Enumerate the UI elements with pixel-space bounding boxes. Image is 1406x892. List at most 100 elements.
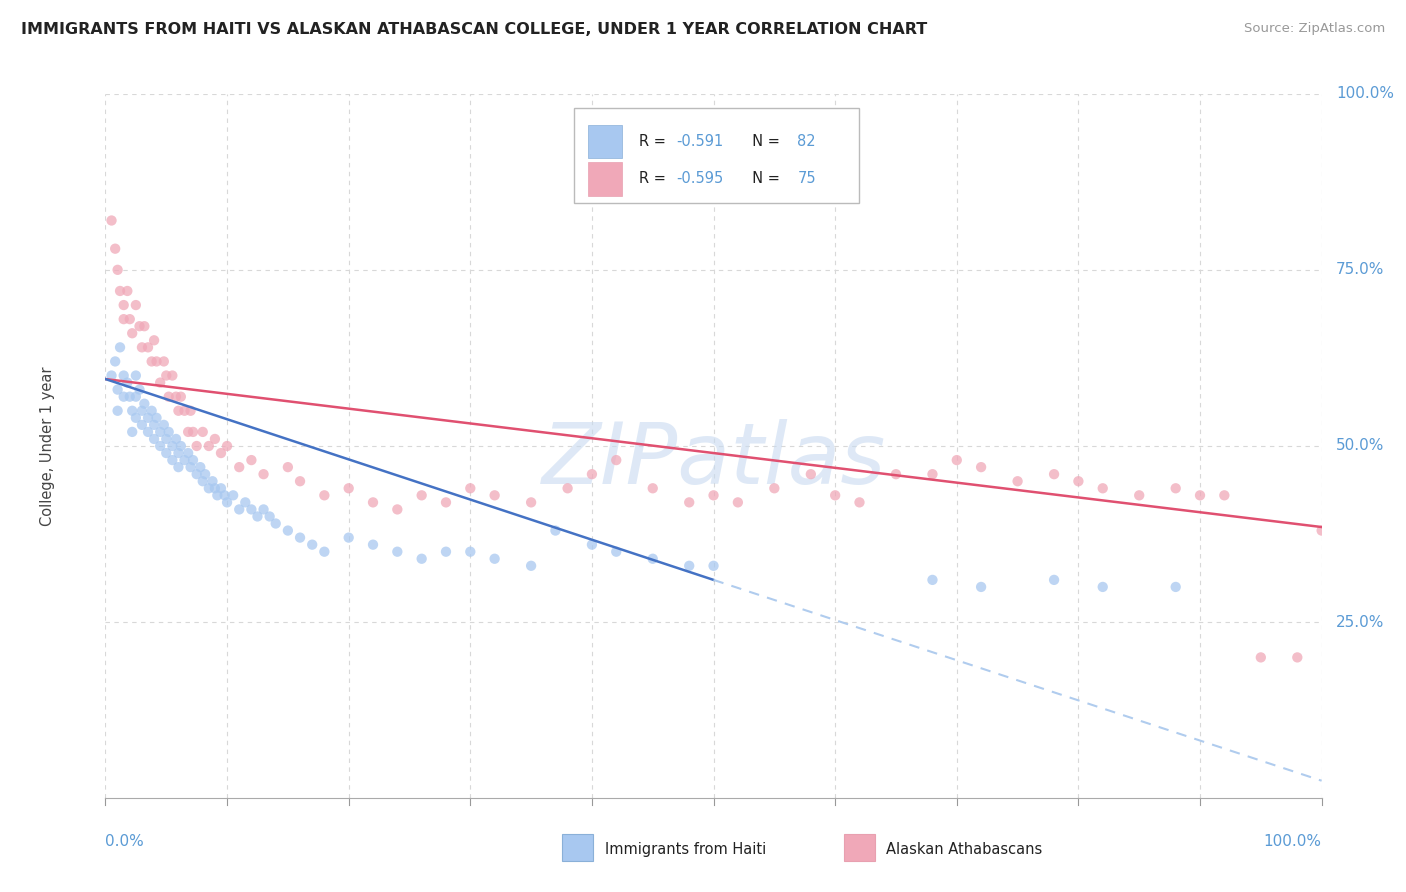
Point bbox=[1310, 524, 1333, 538]
Point bbox=[162, 453, 184, 467]
Point bbox=[167, 460, 190, 475]
Point bbox=[288, 474, 311, 488]
Point bbox=[228, 460, 250, 475]
Point bbox=[288, 531, 311, 545]
Point bbox=[149, 439, 172, 453]
Text: -0.591: -0.591 bbox=[676, 134, 723, 149]
Point bbox=[134, 397, 156, 411]
Point bbox=[162, 439, 184, 453]
Point bbox=[170, 390, 193, 404]
Point bbox=[252, 467, 274, 482]
Point bbox=[921, 573, 943, 587]
Point bbox=[484, 551, 506, 566]
Point bbox=[945, 453, 967, 467]
Point bbox=[217, 439, 239, 453]
Point bbox=[727, 495, 749, 509]
Point bbox=[884, 467, 907, 482]
Point bbox=[411, 488, 433, 502]
Point bbox=[581, 467, 603, 482]
Point bbox=[520, 558, 543, 573]
Point bbox=[209, 446, 232, 460]
Point bbox=[1189, 488, 1212, 502]
Text: R =: R = bbox=[640, 171, 671, 186]
Point bbox=[240, 453, 263, 467]
Point bbox=[188, 460, 211, 475]
Point bbox=[198, 481, 221, 495]
Text: 75: 75 bbox=[797, 171, 815, 186]
Point bbox=[112, 368, 135, 383]
Point bbox=[136, 425, 159, 439]
Point bbox=[1091, 481, 1114, 495]
Point bbox=[162, 368, 184, 383]
Point bbox=[180, 460, 202, 475]
Text: Alaskan Athabascans: Alaskan Athabascans bbox=[886, 842, 1042, 856]
Point bbox=[186, 439, 208, 453]
Point bbox=[165, 390, 187, 404]
Text: -0.595: -0.595 bbox=[676, 171, 723, 186]
Point bbox=[520, 495, 543, 509]
Point bbox=[259, 509, 281, 524]
Text: 100.0%: 100.0% bbox=[1336, 87, 1395, 101]
Point bbox=[128, 319, 150, 334]
Point bbox=[314, 544, 336, 558]
Point bbox=[240, 502, 263, 516]
Point bbox=[544, 524, 567, 538]
Point bbox=[100, 368, 122, 383]
Point bbox=[581, 538, 603, 552]
Point bbox=[145, 354, 167, 368]
Point bbox=[149, 376, 172, 390]
Point bbox=[411, 551, 433, 566]
Point bbox=[387, 502, 409, 516]
FancyBboxPatch shape bbox=[574, 108, 859, 202]
Point bbox=[157, 390, 180, 404]
Point bbox=[1164, 580, 1187, 594]
Text: 50.0%: 50.0% bbox=[1336, 439, 1385, 453]
Point bbox=[209, 481, 232, 495]
Point bbox=[800, 467, 823, 482]
Point bbox=[121, 403, 143, 417]
FancyBboxPatch shape bbox=[588, 125, 623, 159]
Point bbox=[641, 551, 664, 566]
Point bbox=[361, 538, 384, 552]
Point bbox=[246, 509, 269, 524]
Point bbox=[107, 383, 129, 397]
Point bbox=[170, 439, 193, 453]
Point bbox=[121, 326, 143, 341]
Point bbox=[157, 425, 180, 439]
Text: 0.0%: 0.0% bbox=[105, 833, 145, 848]
Text: N =: N = bbox=[742, 171, 785, 186]
Text: N =: N = bbox=[742, 134, 785, 149]
Point bbox=[117, 284, 139, 298]
Point bbox=[143, 334, 166, 348]
Point bbox=[125, 410, 148, 425]
Point bbox=[763, 481, 786, 495]
Point bbox=[118, 312, 141, 326]
Point bbox=[141, 403, 163, 417]
Point bbox=[125, 298, 148, 312]
Point bbox=[131, 417, 153, 432]
Text: College, Under 1 year: College, Under 1 year bbox=[39, 367, 55, 525]
Point bbox=[434, 544, 457, 558]
Point bbox=[125, 368, 148, 383]
Point bbox=[824, 488, 846, 502]
Point bbox=[143, 432, 166, 446]
Point bbox=[605, 453, 627, 467]
Point bbox=[1043, 573, 1066, 587]
Point bbox=[337, 481, 360, 495]
Point bbox=[194, 467, 217, 482]
Point bbox=[277, 460, 299, 475]
Point bbox=[173, 453, 195, 467]
Point bbox=[678, 495, 700, 509]
Point bbox=[204, 432, 226, 446]
Point bbox=[155, 368, 177, 383]
Point bbox=[228, 502, 250, 516]
Point bbox=[314, 488, 336, 502]
Point bbox=[217, 495, 239, 509]
Point bbox=[108, 284, 131, 298]
Point bbox=[222, 488, 245, 502]
Point bbox=[181, 453, 204, 467]
Point bbox=[141, 354, 163, 368]
Point bbox=[337, 531, 360, 545]
Point bbox=[165, 432, 187, 446]
Point bbox=[458, 544, 481, 558]
